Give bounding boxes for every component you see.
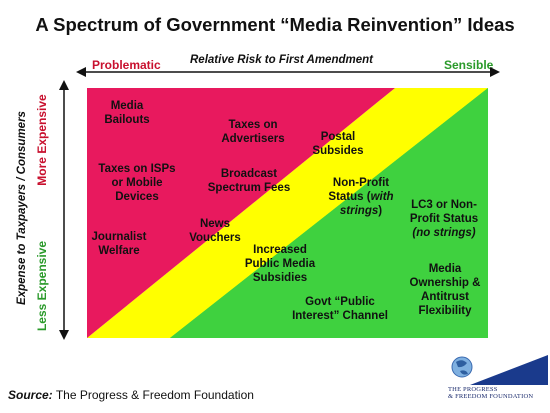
- idea-broadcast-spectrum-fees: Broadcast Spectrum Fees: [207, 168, 291, 194]
- idea-news-vouchers: News Vouchers: [189, 218, 241, 244]
- logo-text: THE PROGRESS & FREEDOM FOUNDATION: [448, 386, 534, 400]
- source-credit: Source: The Progress & Freedom Foundatio…: [8, 388, 254, 402]
- page-title: A Spectrum of Government “Media Reinvent…: [35, 14, 515, 35]
- side-axis-bottom-label: Less Expensive: [35, 240, 49, 332]
- idea-taxes-on-advertisers: Taxes on Advertisers: [221, 119, 285, 145]
- side-axis-outer-label: Expense to Taxpayers / Consumers: [16, 111, 28, 305]
- idea-media-ownership-antitrust: Media Ownership & Antitrust Flexibility: [409, 263, 481, 317]
- foundation-logo: [451, 355, 548, 385]
- idea-increased-public-media: Increased Public Media Subsidies: [244, 244, 316, 284]
- horizontal-axis-arrow: [76, 67, 500, 77]
- green-region: [170, 88, 488, 338]
- idea-lc3-no-strings: LC3 or Non- Profit Status (no strings): [409, 199, 479, 239]
- top-axis-center-label: Relative Risk to First Amendment: [190, 54, 373, 66]
- red-zone: [87, 88, 395, 338]
- idea-journalist-welfare: Journalist Welfare: [91, 231, 147, 257]
- vertical-axis-arrow: [59, 80, 69, 340]
- source-text: The Progress & Freedom Foundation: [55, 388, 254, 402]
- top-axis-right-label: Sensible: [444, 58, 494, 72]
- yellow-band: [87, 88, 488, 338]
- side-axis-top-label: More Expensive: [35, 94, 49, 186]
- source-label: Source:: [8, 388, 53, 402]
- idea-media-bailouts: Media Bailouts: [104, 100, 150, 126]
- idea-non-profit-with-strings: Non-Profit Status (with strings): [328, 177, 394, 217]
- idea-taxes-on-isps: Taxes on ISPs or Mobile Devices: [98, 163, 176, 203]
- idea-govt-public-interest-channel: Govt “Public Interest” Channel: [292, 296, 388, 322]
- idea-postal-subsides: Postal Subsides: [312, 131, 364, 157]
- top-axis-left-label: Problematic: [92, 58, 161, 72]
